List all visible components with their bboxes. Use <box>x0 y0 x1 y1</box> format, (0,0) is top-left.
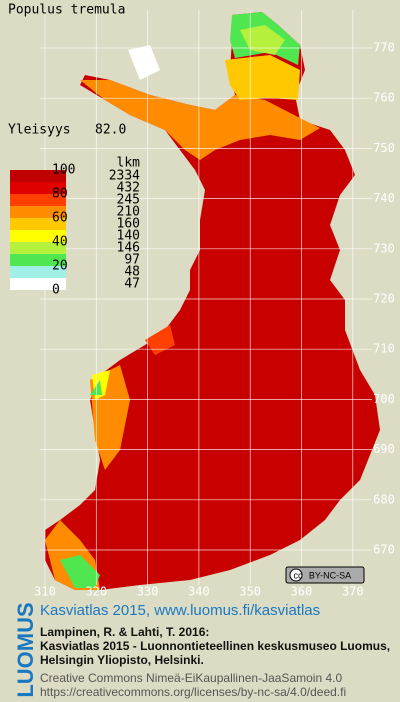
legend-count: 160 <box>117 217 140 232</box>
legend-scale-label: 20 <box>52 259 68 274</box>
y-axis-label: 710 <box>373 342 395 356</box>
citation: Lampinen, R. & Lahti, T. 2016: <box>40 625 209 639</box>
count-header: lkm <box>117 156 141 171</box>
mid-orange <box>145 325 175 355</box>
y-axis-label: 700 <box>373 392 395 406</box>
legend-swatch <box>10 182 66 194</box>
north-yellow <box>225 55 300 100</box>
x-axis-label: 310 <box>34 585 56 599</box>
y-axis-label: 720 <box>373 292 395 306</box>
license-url[interactable]: https://creativecommons.org/licenses/by-… <box>40 685 346 699</box>
y-axis-label: 760 <box>373 91 395 105</box>
legend-count: 47 <box>124 277 140 292</box>
north-orange <box>80 80 320 160</box>
legend-swatch <box>10 206 66 218</box>
legend-count: 146 <box>117 241 140 256</box>
north-lightgreen <box>240 25 285 55</box>
x-axis-label: 320 <box>85 585 107 599</box>
legend-count: 140 <box>117 229 140 244</box>
citation: Helsingin Yliopisto, Helsinki. <box>40 653 204 667</box>
legend-scale-label: 60 <box>52 211 68 226</box>
sw-green <box>60 555 100 588</box>
legend-count: 48 <box>124 265 140 280</box>
legend-swatch <box>10 266 66 278</box>
y-axis-label: 680 <box>373 492 395 506</box>
legend-swatch <box>10 278 66 290</box>
y-axis-label: 670 <box>373 543 395 557</box>
y-axis-label: 750 <box>373 141 395 155</box>
legend: 100806040200lkm2334432245210160140146974… <box>10 156 140 298</box>
y-axis-label: 770 <box>373 41 395 55</box>
license: Creative Commons Nimeä-EiKaupallinen-Jaa… <box>40 671 342 685</box>
legend-swatch <box>10 242 66 254</box>
northwest-patch <box>128 45 160 80</box>
map <box>40 10 380 590</box>
country-shape <box>45 12 380 590</box>
legend-swatch <box>10 194 66 206</box>
legend-swatch <box>10 254 66 266</box>
legend-swatch <box>10 218 66 230</box>
license-badge: cc BY-NC-SA <box>285 566 365 584</box>
logo: LUOMUS <box>13 602 38 697</box>
frequency-value: 82.0 <box>95 123 126 138</box>
legend-swatch <box>10 170 66 182</box>
x-axis-label: 330 <box>137 585 159 599</box>
legend-count: 2334 <box>109 169 140 184</box>
legend-scale-label: 100 <box>52 163 75 178</box>
y-axis-label: 730 <box>373 241 395 255</box>
y-axis-label: 740 <box>373 191 395 205</box>
legend-scale-label: 0 <box>52 283 60 298</box>
cc-icon: cc <box>294 570 304 580</box>
frequency-label: Yleisyys <box>8 123 71 138</box>
x-axis-label: 370 <box>342 585 364 599</box>
legend-count: 210 <box>117 205 140 220</box>
legend-count: 97 <box>124 253 140 268</box>
legend-scale-label: 80 <box>52 187 68 202</box>
badge-text: BY-NC-SA <box>309 570 351 580</box>
legend-count: 432 <box>117 181 140 196</box>
x-axis-label: 360 <box>291 585 313 599</box>
citation: Kasviatlas 2015 - Luonnontieteellinen ke… <box>40 639 390 653</box>
y-axis-label: 690 <box>373 442 395 456</box>
grid <box>40 10 372 585</box>
x-axis-label: 350 <box>239 585 261 599</box>
legend-swatch <box>10 230 66 242</box>
x-axis-label: 340 <box>188 585 210 599</box>
species-title: Populus tremula <box>8 3 125 18</box>
legend-scale-label: 40 <box>52 235 68 250</box>
footer-link[interactable]: Kasviatlas 2015, www.luomus.fi/kasviatla… <box>40 602 320 619</box>
legend-count: 245 <box>117 193 140 208</box>
